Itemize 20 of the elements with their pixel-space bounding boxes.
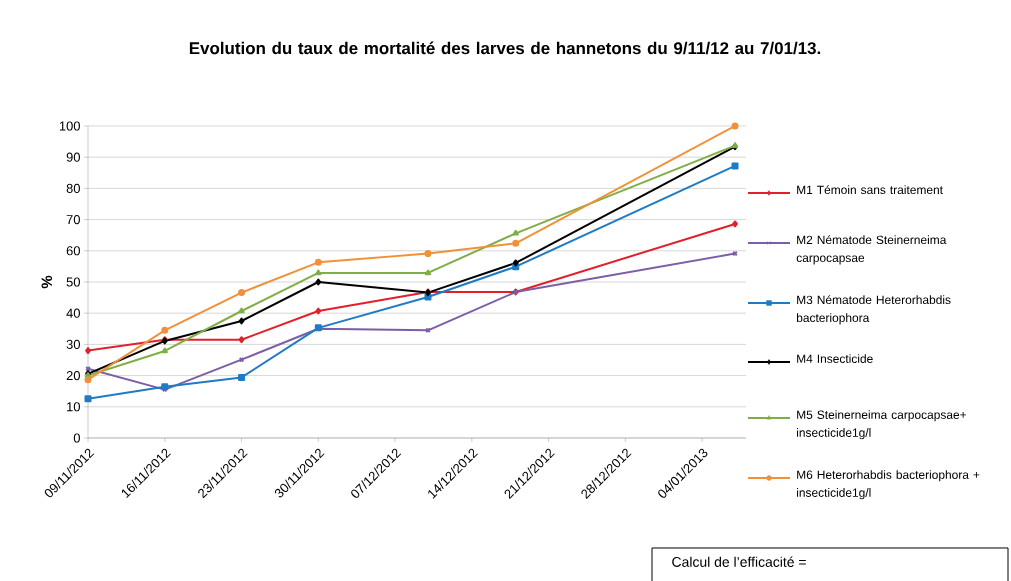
y-tick-label: 50 bbox=[66, 277, 80, 287]
y-tick-label: 80 bbox=[66, 183, 80, 193]
text: Calcul de l’efficacité = bbox=[672, 556, 806, 567]
y-tick-label: 20 bbox=[66, 371, 80, 381]
y-tick-label: 30 bbox=[66, 339, 80, 349]
y-tick-label: 10 bbox=[67, 402, 80, 412]
y-tick-label: 40 bbox=[66, 308, 80, 318]
y-axis-title: % bbox=[41, 275, 53, 289]
legend-label: M5 Steinerneima carpocapsae+ insecticide1g/l bbox=[797, 410, 967, 440]
y-tick-label: 0 bbox=[73, 433, 80, 443]
legend-label: M6 Heterorhabdis bacteriophora + insecticide1g/l bbox=[797, 470, 980, 500]
legend-label: M3 Nématode Heterorhabdis bacteriophora bbox=[796, 295, 951, 325]
y-tick-label: 60 bbox=[66, 246, 80, 256]
legend-label: M2 Nématode Steinerneima carpocapsae bbox=[796, 235, 947, 265]
chart-title: Evolution du taux de mortalité des larves de hannetons du 9/11/12 au 7/01/13. bbox=[189, 41, 821, 55]
legend-label: M1 Témoin sans traitement bbox=[797, 185, 943, 195]
legend-label: M4 Insecticide bbox=[797, 354, 873, 363]
y-tick-label: 100 bbox=[59, 121, 80, 131]
y-tick-label: 90 bbox=[66, 152, 80, 162]
y-tick-label: 70 bbox=[66, 215, 80, 225]
